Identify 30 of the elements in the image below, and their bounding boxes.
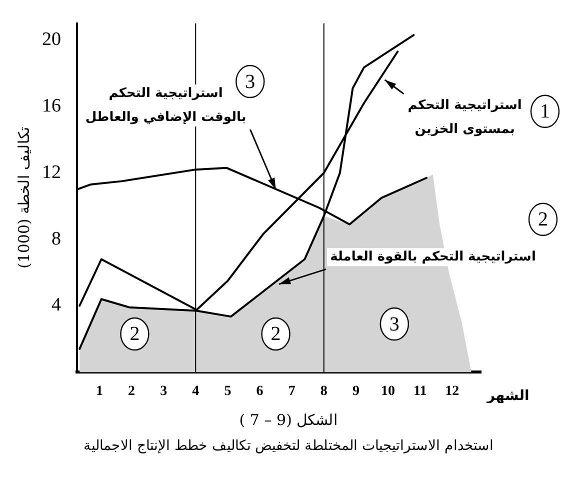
annotation: 2 [270,323,281,346]
annotation: 3 [389,313,400,336]
x-tick-label: 9 [352,384,360,400]
text: الشكل (9 – 7 ) [238,411,339,429]
y-tick-label: 4 [52,294,62,316]
annotation: 2 [130,323,140,346]
y-tick-label: 12 [42,162,61,183]
x-tick-label: 5 [224,384,232,400]
x-tick-label: 7 [288,384,296,400]
x-tick-label: 8 [320,384,328,400]
annotation: استراتيجية التحكم بالوقت الإضافي والعاطل [85,86,246,125]
text: استخدام الاستراتيجيات المختلطة لتخفيض تكاليف خطط الإنتاج الاجمالية [82,437,495,454]
annotation: استراتيجية التحكم بمستوى الخزين [408,98,522,138]
y-axis-title: تكاليف الخطة (1000) [14,127,33,269]
x-tick-label: 2 [128,384,136,400]
text: 1 [540,100,550,123]
x-tick-label: 3 [160,384,168,400]
x-tick-label: 4 [192,384,200,400]
annotation: 3 [245,70,256,93]
x-tick-label: 11 [413,384,427,400]
y-tick-label: 20 [42,28,61,50]
x-tick-label: 1 [96,384,103,400]
x-tick-label: 10 [381,384,396,400]
annotation: استراتيجية التحكم بالقوة العاملة [330,250,536,265]
x-tick-label: 6 [256,384,264,400]
x-tick-label: 12 [445,384,460,400]
text: 2 [538,208,548,231]
y-tick-label: 16 [42,95,61,116]
y-tick-label: 8 [52,228,61,250]
x-axis-title: الشهر [486,388,530,404]
